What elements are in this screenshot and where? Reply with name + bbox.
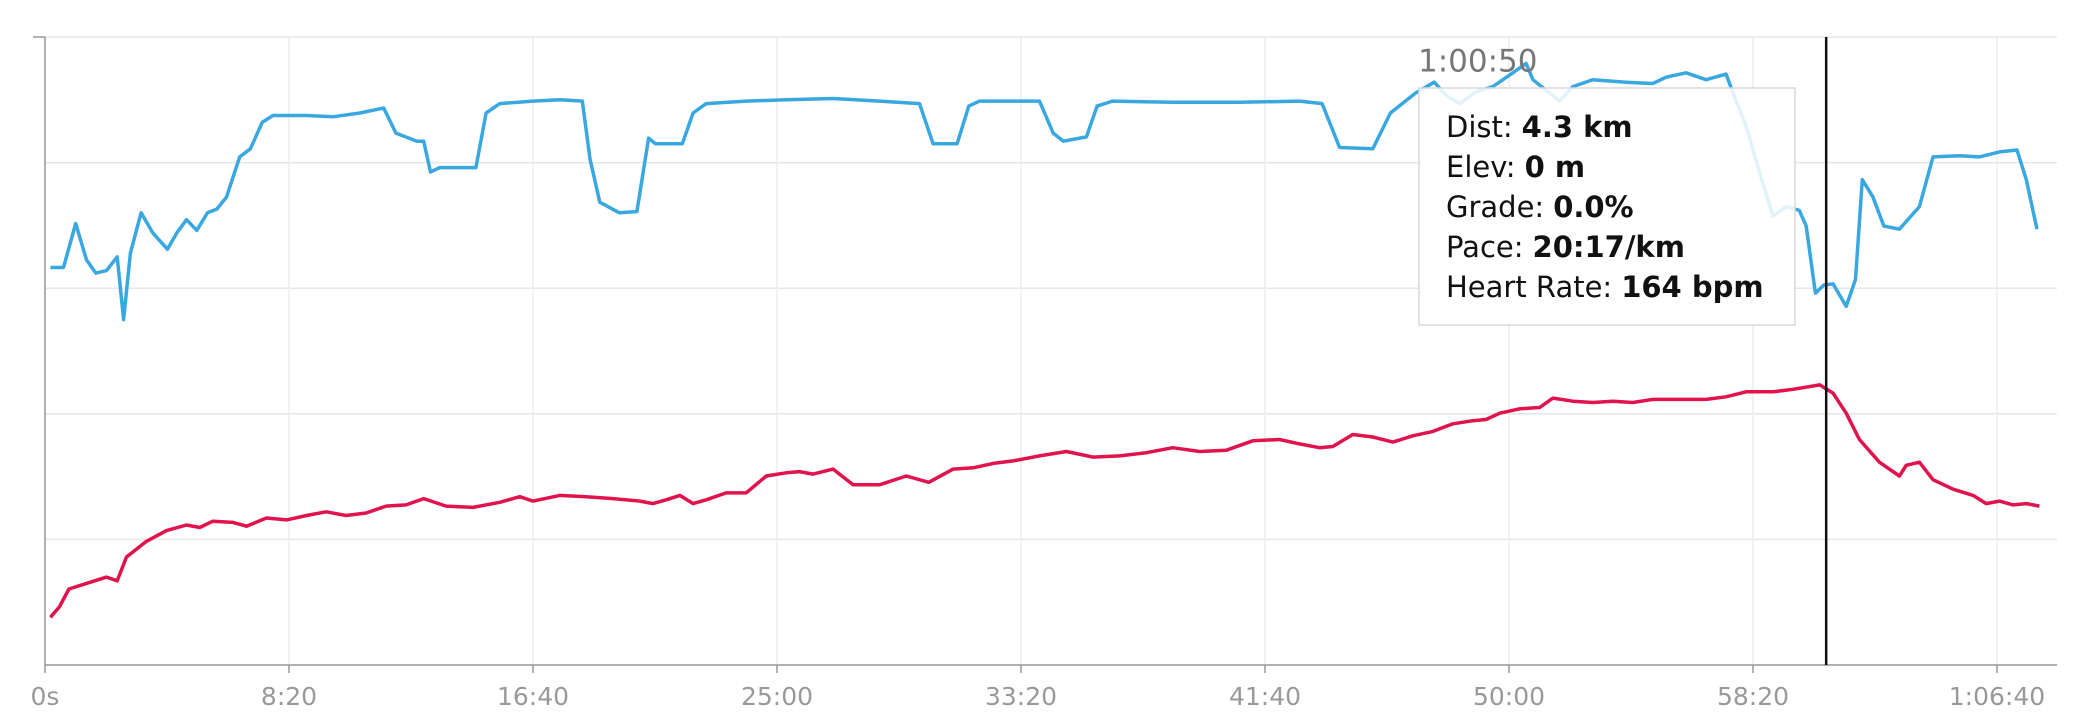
tooltip-row: Pace: 20:17/km	[1446, 230, 1685, 264]
tooltip-label: Grade:	[1446, 190, 1544, 224]
tooltip-value: 20:17/km	[1533, 230, 1685, 264]
tooltip-row: Elev: 0 m	[1446, 150, 1585, 184]
x-tick-label: 41:40	[1229, 682, 1301, 711]
x-tick-label: 33:20	[985, 682, 1057, 711]
x-tick-label: 25:00	[741, 682, 813, 711]
tooltip-label: Heart Rate:	[1446, 270, 1612, 304]
x-tick-label: 8:20	[261, 682, 317, 711]
tooltip-value: 164 bpm	[1621, 270, 1763, 304]
tooltip-label: Elev:	[1446, 150, 1516, 184]
x-tick-label: 58:20	[1717, 682, 1789, 711]
tooltip-row: Heart Rate: 164 bpm	[1446, 270, 1764, 304]
x-tick-label: 50:00	[1473, 682, 1545, 711]
tooltip-box	[1418, 87, 1796, 326]
tooltip-value: 0.0%	[1553, 190, 1633, 224]
tooltip-value: 4.3 km	[1522, 110, 1633, 144]
tooltip-row: Dist: 4.3 km	[1446, 110, 1633, 144]
tooltip-title: 1:00:50	[1418, 44, 1538, 80]
data-line	[49, 383, 2040, 619]
grid: 0s 8:20 16:40 25:00 33:20 41:40 50:00 58:20 1:06…	[31, 36, 2057, 711]
tooltip-value: 0 m	[1525, 150, 1586, 184]
x-tick-label: 16:40	[497, 682, 569, 711]
x-tick-label: 0s	[31, 682, 60, 711]
tooltip-label: Dist:	[1446, 110, 1513, 144]
x-tick-label: 1:06:40	[1949, 682, 2045, 711]
tooltip-label: Pace:	[1446, 230, 1524, 264]
tooltip-row: Grade: 0.0%	[1446, 190, 1634, 224]
